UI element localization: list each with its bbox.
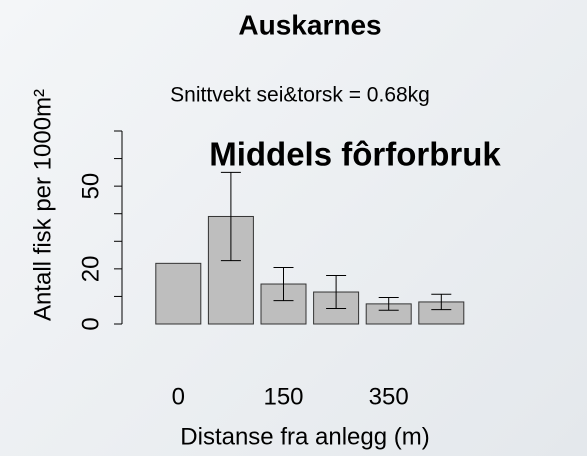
error-bar bbox=[273, 266, 294, 302]
y-tick-label: 20 bbox=[77, 256, 104, 283]
subtitle: Snittvekt sei&torsk = 0.68kg bbox=[170, 84, 430, 107]
y-axis-title: Antall fisk per 1000m² bbox=[29, 89, 56, 321]
annotation: Middels fôrforbruk bbox=[209, 136, 501, 173]
y-tick-label: 0 bbox=[77, 317, 104, 330]
error-bar bbox=[431, 293, 452, 311]
x-tick-label: 350 bbox=[369, 383, 409, 410]
x-tick-label: 150 bbox=[263, 383, 303, 410]
error-bar bbox=[378, 297, 399, 311]
y-tick-label: 50 bbox=[77, 173, 104, 200]
x-axis-title: Distanse fra anlegg (m) bbox=[180, 423, 429, 450]
bar bbox=[155, 262, 202, 325]
error-bar bbox=[220, 171, 241, 262]
x-tick-label: 0 bbox=[172, 383, 185, 410]
chart-title: Auskarnes bbox=[238, 9, 381, 40]
error-bar bbox=[326, 274, 347, 310]
